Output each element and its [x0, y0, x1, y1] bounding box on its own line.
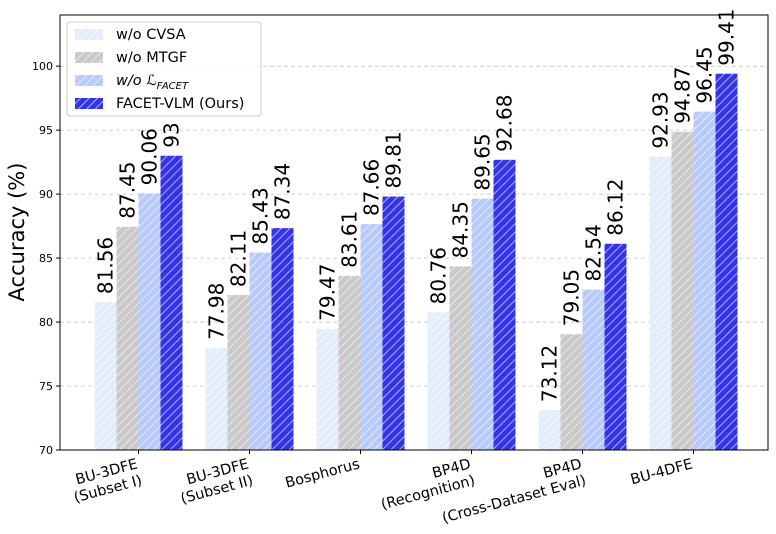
data-label: 82.54	[582, 224, 606, 281]
data-label: 77.98	[205, 283, 229, 340]
x-tick-label: BU-4DFE	[629, 456, 695, 488]
y-tick-label: 75	[39, 380, 53, 393]
legend-label-text: w/o MTGF	[116, 50, 187, 66]
data-labels: 81.56 77.98 79.47 80.76 73.12 92.93 87.45 82.11…	[94, 8, 739, 402]
bar-hatch	[360, 224, 383, 450]
plot-frame	[59, 14, 769, 451]
data-label: 84.35	[449, 201, 473, 258]
y-tick-label: 90	[39, 188, 53, 201]
bar-hatch	[160, 155, 183, 450]
legend-label-subscript: FACET	[157, 81, 189, 92]
data-label: 99.41	[715, 8, 739, 65]
legend-swatch-hatch	[75, 52, 103, 63]
legend-label-text: FACET-VLM (Ours)	[116, 96, 244, 112]
bar-hatch	[138, 193, 161, 450]
data-label: 87.66	[360, 159, 384, 216]
legend-label: w/o ℒFACET	[116, 73, 189, 92]
data-label: 92.68	[493, 95, 517, 152]
bar-hatch	[715, 73, 738, 450]
y-tick-label: 95	[39, 124, 53, 137]
legend-label-text: w/o CVSA	[116, 27, 186, 43]
y-tick-label: 80	[39, 316, 53, 329]
data-label: 85.43	[249, 187, 273, 244]
data-label: 92.93	[649, 91, 673, 148]
legend-swatch-hatch	[75, 75, 103, 86]
bar-hatch	[560, 334, 583, 450]
bar-hatch	[116, 226, 139, 450]
data-label: 96.45	[693, 46, 717, 103]
data-label: 73.12	[538, 345, 562, 402]
bar-hatch	[338, 275, 361, 450]
x-tick-label: BU-3DFE(Subset I)	[68, 456, 144, 506]
legend-swatch-hatch	[75, 98, 103, 109]
data-label: 79.47	[316, 264, 340, 321]
data-label: 89.65	[471, 133, 495, 190]
bar-hatch	[538, 410, 561, 450]
bar-hatch	[94, 302, 117, 450]
y-tick-label: 100	[32, 60, 53, 73]
data-label: 89.81	[382, 131, 406, 188]
bar-hatch	[649, 156, 672, 450]
bar-hatch	[493, 159, 516, 450]
y-axis-label: Accuracy (%)	[5, 163, 29, 302]
legend: w/o CVSA w/o MTGF w/o ℒFACET FACET-VLM (Our…	[66, 21, 262, 117]
bar-hatch	[249, 252, 272, 450]
data-label: 79.05	[560, 269, 584, 326]
y-axis: 70 75 80 85 90 95 100	[32, 60, 60, 457]
data-label: 93	[160, 122, 184, 147]
bar-hatch	[671, 131, 694, 450]
data-label: 94.87	[671, 67, 695, 124]
y-tick-label: 85	[39, 252, 53, 265]
x-tick-label-line: Bosphorus	[284, 456, 362, 491]
bar-hatch	[471, 198, 494, 450]
legend-label: FACET-VLM (Ours)	[116, 96, 244, 112]
bar-hatch	[271, 228, 294, 450]
data-label: 86.12	[604, 178, 628, 235]
bar-hatch	[693, 111, 716, 451]
y-tick-label: 70	[39, 444, 53, 457]
bar-hatch	[449, 266, 472, 450]
bar-hatch	[604, 243, 627, 450]
bar-hatch	[316, 328, 339, 450]
bars	[94, 73, 738, 451]
data-label: 83.61	[338, 211, 362, 268]
data-label: 87.45	[116, 161, 140, 218]
data-label: 81.56	[94, 237, 118, 294]
legend-frame	[66, 21, 262, 117]
x-tick-label: Bosphorus	[284, 456, 362, 491]
legend-swatch-hatch	[75, 29, 103, 40]
x-tick-label: BU-3DFE(Subset II)	[175, 456, 255, 507]
x-axis: BU-3DFE(Subset I) BU-3DFE(Subset II) Bosph…	[68, 450, 695, 527]
legend-label: w/o MTGF	[116, 50, 187, 66]
bar-hatch	[427, 312, 450, 450]
legend-label: w/o CVSA	[116, 27, 186, 43]
x-tick-label-line: BU-4DFE	[629, 456, 695, 488]
bar-hatch	[205, 347, 228, 450]
data-label: 82.11	[227, 230, 251, 287]
bar-hatch	[582, 289, 605, 450]
data-label: 80.76	[427, 247, 451, 304]
data-label: 87.34	[271, 163, 295, 220]
bar-hatch	[227, 295, 250, 450]
data-label: 90.06	[138, 128, 162, 185]
legend-label-text: w/o ℒ	[116, 73, 157, 89]
bar-hatch	[382, 196, 405, 450]
